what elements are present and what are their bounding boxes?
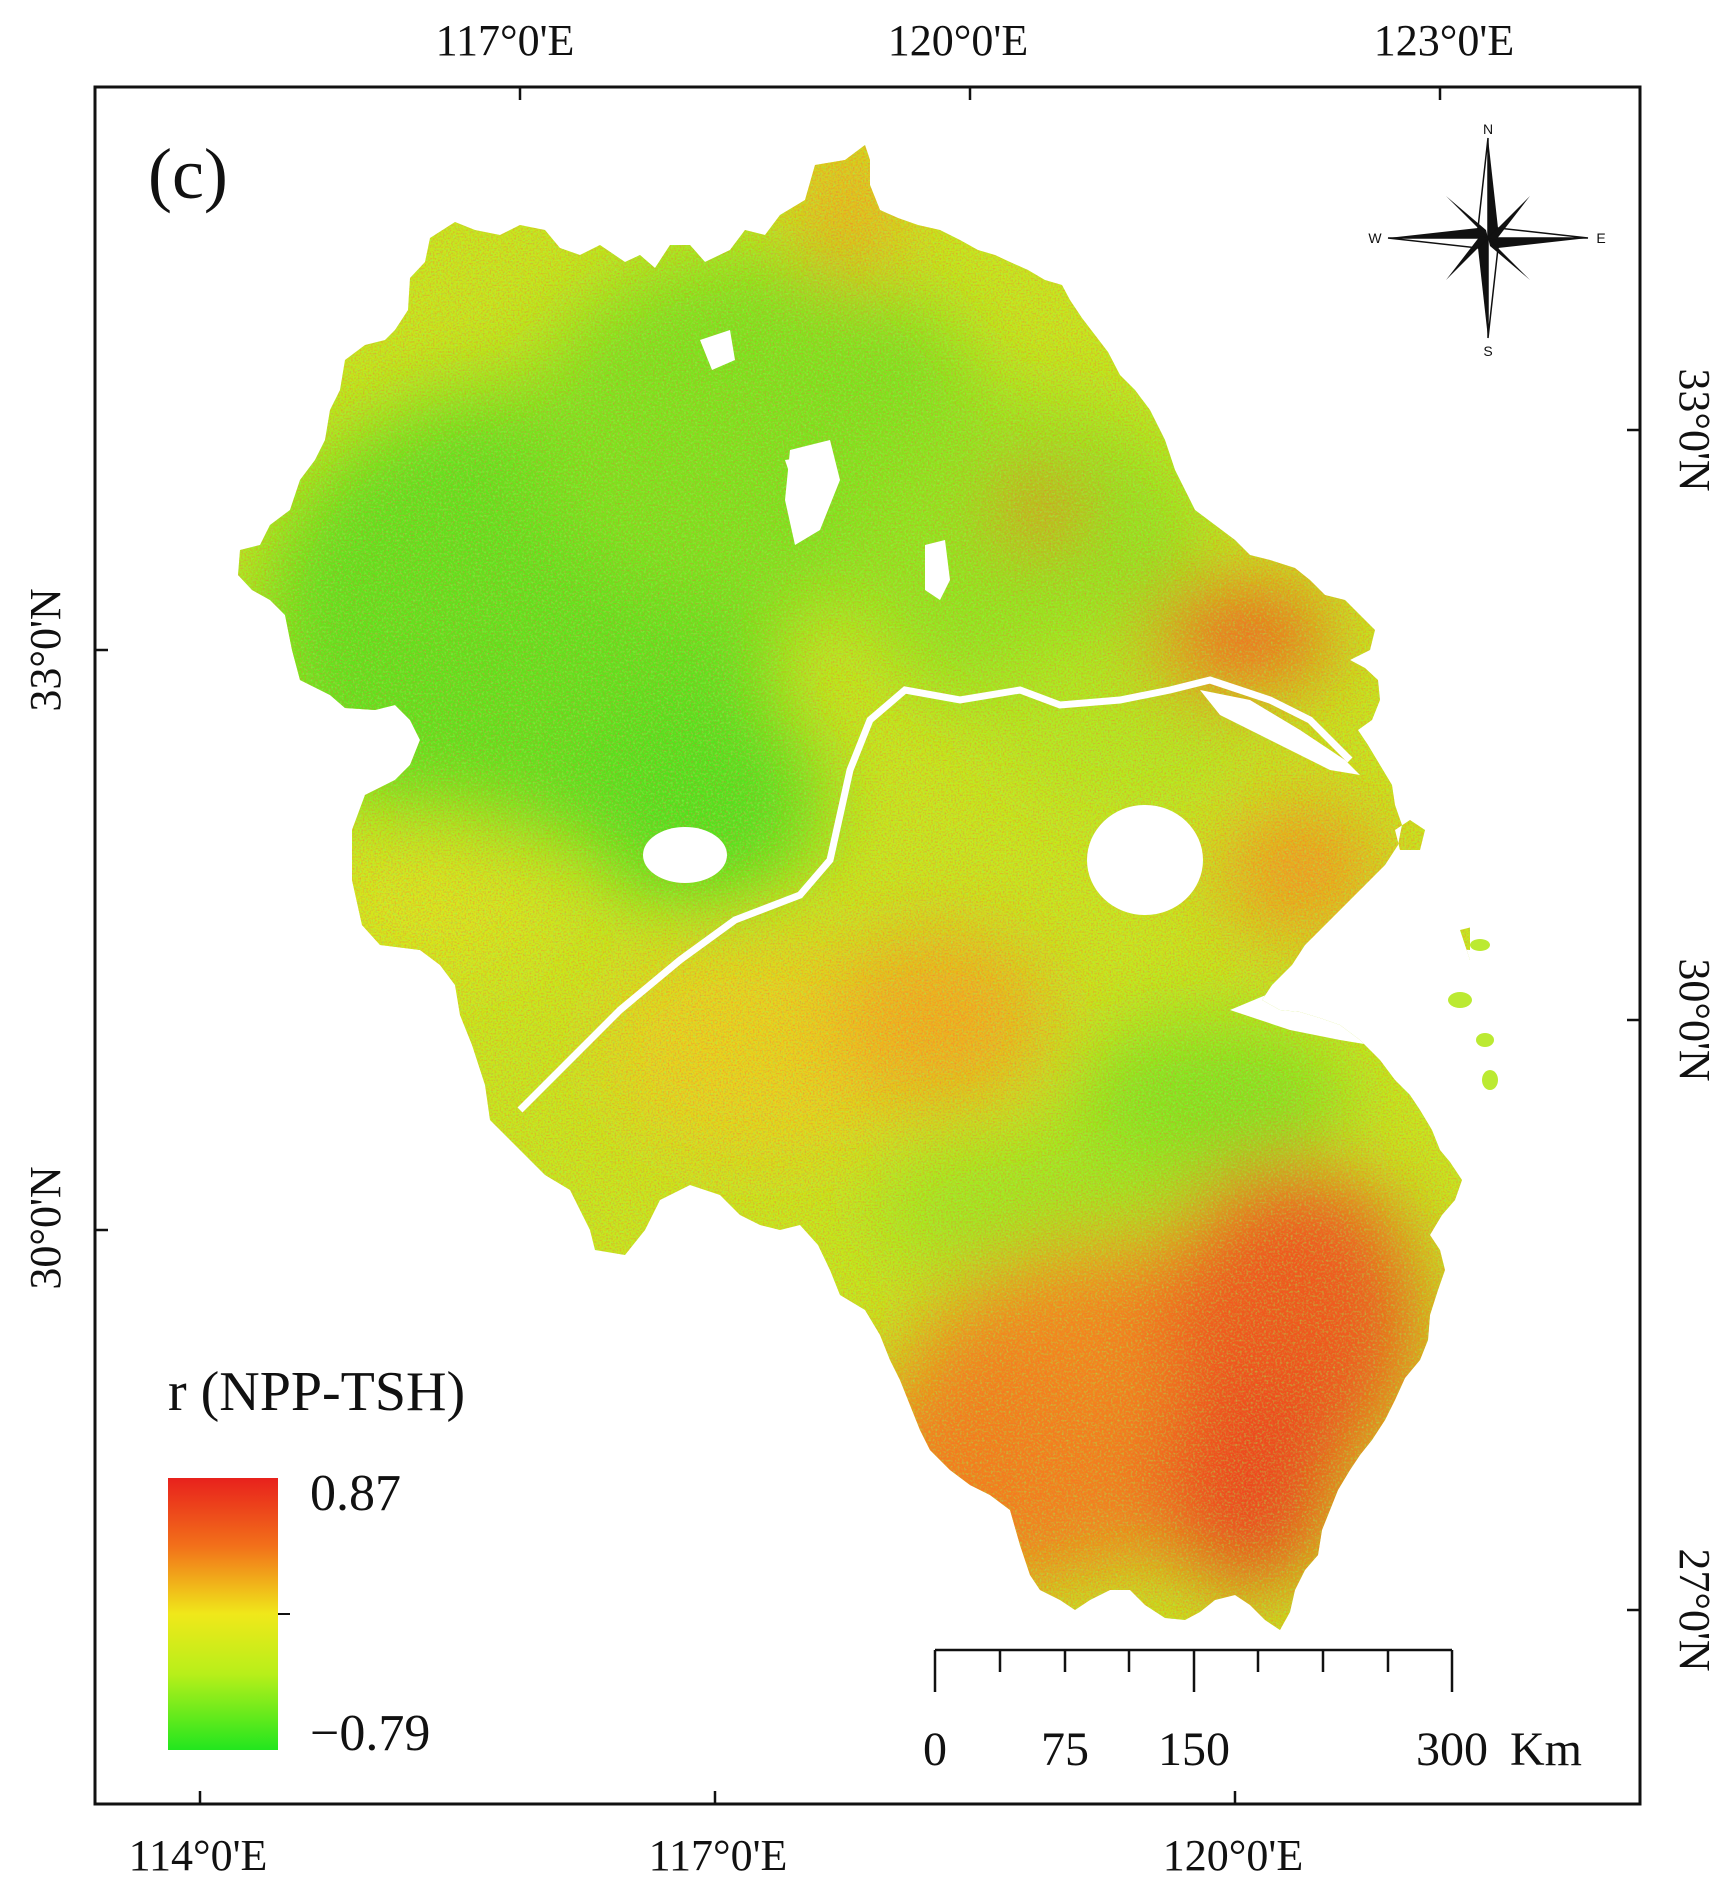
legend-color-ramp [168, 1478, 278, 1750]
gaoyou-lake [925, 540, 950, 600]
west-label: W [1368, 230, 1382, 246]
scale-label-0: 0 [923, 1723, 947, 1776]
legend-max-label: 0.87 [310, 1465, 401, 1522]
top-lon-label-123: 123°0'E [1374, 16, 1514, 65]
map-frame [93, 85, 1642, 1806]
bottom-lon-label-117: 117°0'E [649, 1831, 788, 1880]
taihu-lake [1087, 805, 1203, 915]
legend: r (NPP-TSH) 0.87 −0.79 [168, 1361, 465, 1762]
panel-label: (c) [148, 134, 228, 214]
scale-label-300: 300 [1416, 1723, 1488, 1776]
north-label: N [1483, 121, 1493, 137]
right-lat-label-27: 27°0'N [1670, 1548, 1719, 1671]
scale-unit: Km [1510, 1723, 1582, 1776]
top-lon-label-117: 117°0'E [436, 16, 575, 65]
graticule-ticks [95, 87, 1640, 1804]
scale-bar [933, 1648, 1454, 1692]
poyang-channel [700, 330, 735, 370]
north-lakes [785, 455, 825, 475]
scale-label-75: 75 [1041, 1723, 1089, 1776]
yangtze-estuary [1200, 690, 1360, 775]
bottom-lon-label-120: 120°0'E [1163, 1831, 1303, 1880]
right-lat-label-33: 33°0'N [1670, 368, 1719, 491]
top-lon-label-120: 120°0'E [888, 16, 1028, 65]
right-lat-label-30: 30°0'N [1670, 958, 1719, 1081]
left-lat-label-30: 30°0'N [21, 1166, 70, 1289]
east-label: E [1596, 230, 1605, 246]
legend-title: r (NPP-TSH) [168, 1361, 465, 1423]
scale-label-150: 150 [1158, 1723, 1230, 1776]
left-lat-label-33: 33°0'N [21, 588, 70, 711]
offshore-islands [1448, 939, 1498, 1090]
south-label: S [1483, 343, 1492, 359]
chaohu-lake [643, 827, 727, 883]
north-arrow-icon: N S E W [1368, 121, 1605, 359]
bottom-lon-label-114: 114°0'E [129, 1831, 268, 1880]
legend-min-label: −0.79 [310, 1705, 430, 1762]
yangtze-river [517, 676, 1353, 1113]
